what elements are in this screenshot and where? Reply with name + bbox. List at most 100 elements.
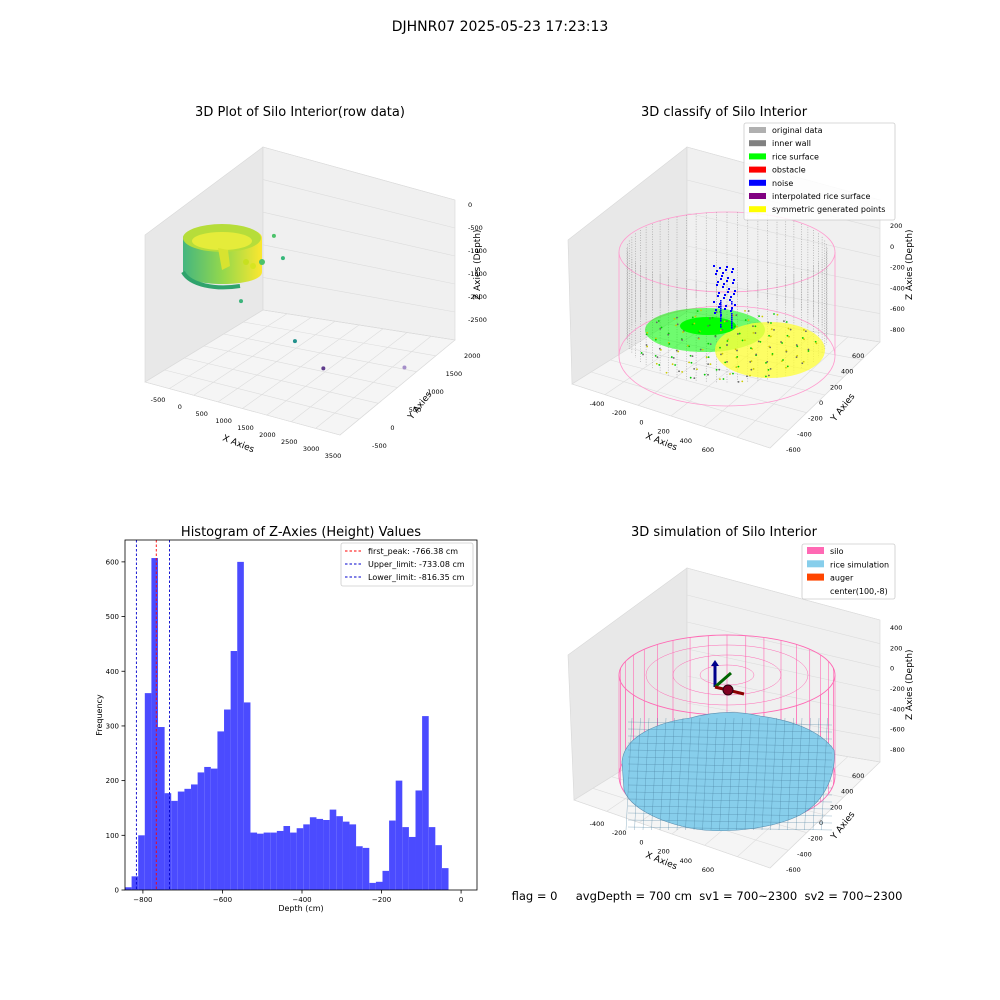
- histogram-bar: [369, 882, 376, 890]
- simulation-x-tick-label: 200: [657, 848, 669, 856]
- classify-y-tick-label: 0: [819, 399, 823, 407]
- classify-legend-label: inner wall: [772, 139, 811, 148]
- histogram-ylabel: Frequency: [95, 694, 104, 736]
- histogram-bar: [309, 817, 317, 890]
- classify-legend-swatch: [749, 153, 766, 160]
- simulation-y-tick-label: 200: [830, 803, 842, 811]
- panel-3d-simulation-rice-surface: [621, 712, 835, 831]
- simulation-y-tick-label: 0: [819, 819, 823, 827]
- raw-x-tick-label: 1000: [215, 417, 232, 425]
- simulation-legend-swatch: [807, 547, 824, 554]
- simulation-x-tick-label: 0: [639, 838, 643, 846]
- classify-x-tick-label: -400: [590, 400, 605, 408]
- panel-3d-raw-grid: [144, 146, 456, 436]
- histogram-bars: [125, 558, 449, 890]
- histogram-bar: [138, 835, 145, 890]
- panel-3d-classify-surface-points: [640, 309, 818, 383]
- classify-legend-frame: [743, 122, 896, 221]
- simulation-z-tick-label: 0: [890, 665, 894, 673]
- simulation-x-tick-label: 600: [702, 866, 714, 874]
- simulation-legend-label: rice simulation: [830, 560, 889, 569]
- panel-3d-raw-title: 3D Plot of Silo Interior(row data): [195, 105, 405, 120]
- histogram-bar: [283, 826, 291, 890]
- histogram-y-tick-label: 0: [115, 887, 119, 895]
- histogram-bar: [362, 847, 370, 890]
- status-line: flag = 0 avgDepth = 700 cm sv1 = 700~230…: [512, 889, 903, 903]
- histogram-bar: [171, 800, 178, 890]
- raw-y-tick-label: 1000: [427, 388, 444, 396]
- histogram-x-tick-label: 0: [459, 896, 463, 904]
- panel-3d-raw-y-ticks: -500 0 500 1000 1500 2000: [372, 352, 481, 450]
- panel-3d-simulation-y-ticks: 600 400 200 0 -200 -400 -600: [786, 772, 864, 874]
- panel-3d-classify-ylabel: Y Axies: [829, 392, 858, 425]
- histogram-bar: [257, 833, 264, 890]
- raw-z-tick-label: -2500: [468, 316, 487, 324]
- histogram-bar: [210, 768, 218, 890]
- panel-histogram: Histogram of Z-Axies (Height) Values −80…: [95, 525, 478, 913]
- classify-x-tick-label: 400: [680, 437, 692, 445]
- raw-z-tick-label: -2000: [468, 293, 487, 301]
- classify-legend-label: interpolated rice surface: [772, 192, 870, 201]
- panel-3d-raw-panes: [144, 146, 456, 436]
- raw-z-tick-label: -500: [468, 224, 483, 232]
- histogram-x-tick-label: −600: [213, 896, 232, 904]
- raw-x-tick-label: 3000: [303, 445, 320, 453]
- histogram-y-tick-label: 400: [106, 668, 119, 676]
- classify-y-tick-label: -600: [786, 446, 801, 454]
- histogram-bar: [224, 709, 231, 890]
- classify-z-tick-label: 200: [890, 222, 902, 230]
- simulation-legend-swatch: [807, 560, 824, 568]
- classify-z-tick-label: -400: [890, 284, 905, 292]
- panel-3d-classify-x-ticks: -400 -200 0 200 400 600: [590, 400, 715, 454]
- panel-3d-classify-legend: original data inner wall rice surface obsta…: [743, 122, 896, 221]
- histogram-bar: [316, 818, 324, 890]
- histogram-bar: [184, 788, 192, 890]
- histogram-y-tick-label: 600: [106, 558, 119, 566]
- classify-legend-swatch: [749, 206, 766, 213]
- histogram-bar: [389, 820, 396, 890]
- histogram-bar: [329, 809, 337, 890]
- raw-z-tick-label: -1500: [468, 270, 487, 278]
- raw-y-tick-label: 1500: [446, 370, 463, 378]
- raw-y-tick-label: -500: [372, 442, 387, 450]
- classify-legend-swatch: [749, 166, 766, 173]
- raw-x-tick-label: 2000: [259, 431, 276, 439]
- raw-y-tick-label: 2000: [464, 352, 481, 360]
- classify-y-tick-label: 200: [830, 383, 842, 391]
- simulation-z-tick-label: -600: [890, 726, 905, 734]
- classify-legend-label: obstacle: [772, 166, 806, 175]
- simulation-legend-swatch: [807, 573, 824, 581]
- panel-3d-raw-zlabel: Z Axies (Depth): [473, 229, 483, 300]
- histogram-legend-frame: [340, 542, 474, 587]
- histogram-y-tick-label: 200: [106, 777, 119, 785]
- panel-3d-simulation-x-ticks: -400 -200 0 200 400 600: [590, 820, 715, 874]
- panel-3d-simulation-z-ticks: 400 200 0 -200 -400 -600 -800: [890, 624, 905, 754]
- histogram-legend-label: Upper_limit: -733.08 cm: [368, 560, 465, 569]
- histogram-bar: [336, 816, 343, 890]
- histogram-y-tick-label: 500: [106, 613, 119, 621]
- classify-legend-swatch: [749, 193, 766, 199]
- raw-z-tick-label: 0: [468, 201, 472, 209]
- classify-z-tick-label: 0: [890, 243, 894, 251]
- raw-x-tick-label: 1500: [237, 424, 254, 432]
- histogram-legend-label: Lower_limit: -816.35 cm: [368, 573, 465, 582]
- classify-legend-label: original data: [772, 126, 823, 135]
- panel-3d-simulation-zlabel: Z Axies (Depth): [905, 649, 915, 720]
- histogram-bar: [164, 793, 172, 890]
- raw-x-tick-label: 3500: [325, 452, 342, 460]
- classify-y-tick-label: -200: [808, 415, 823, 423]
- histogram-bar: [270, 832, 277, 890]
- panel-3d-classify-noise: [713, 265, 736, 329]
- panel-3d-raw: 3D Plot of Silo Interior(row data) -500 0…: [144, 105, 487, 460]
- classify-x-tick-label: 600: [702, 446, 714, 454]
- histogram-bar: [158, 727, 165, 890]
- histogram-y-tick-label: 100: [106, 832, 119, 840]
- histogram-bar: [290, 832, 297, 890]
- histogram-bar: [342, 821, 350, 890]
- histogram-bar: [323, 820, 330, 890]
- histogram-bar: [435, 845, 442, 890]
- panel-3d-raw-x-ticks: -500 0 500 1000 1500 2000 2500 3000 3500: [151, 396, 342, 460]
- histogram-bar: [237, 561, 244, 890]
- raw-x-tick-label: 500: [196, 410, 208, 418]
- panel-3d-raw-ring-cloud: [181, 224, 265, 290]
